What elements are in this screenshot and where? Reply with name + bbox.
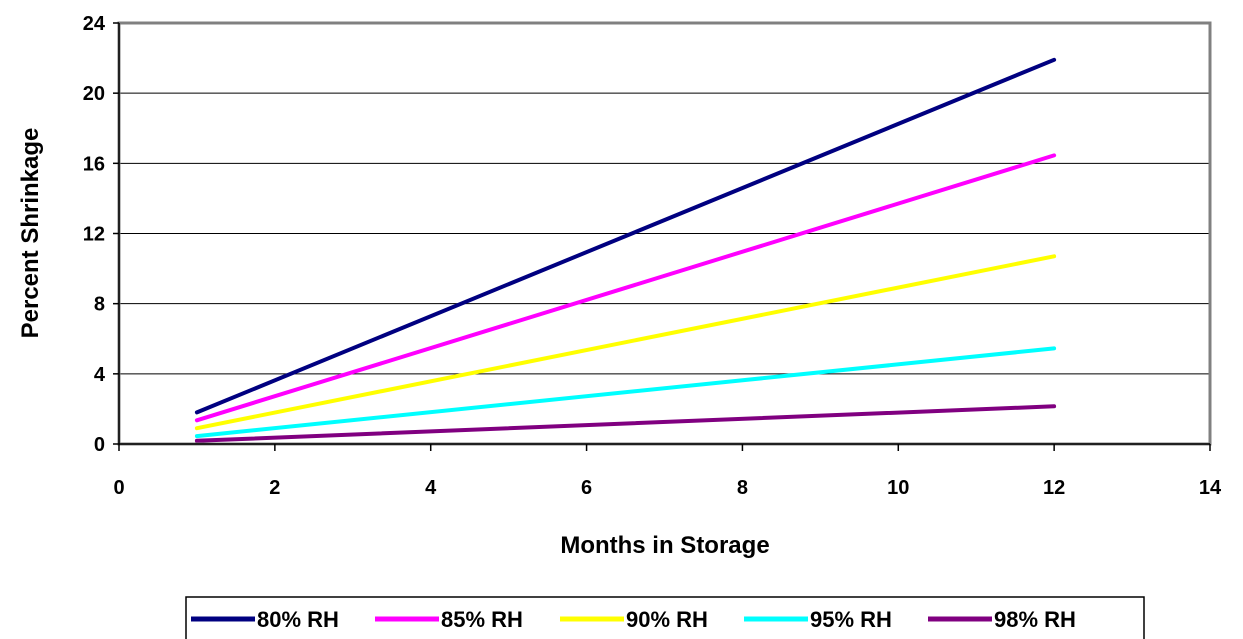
- x-tick-label: 6: [581, 477, 592, 499]
- y-tick-label: 4: [94, 364, 106, 386]
- x-tick-label: 8: [737, 477, 748, 499]
- x-tick-label: 12: [1043, 477, 1065, 499]
- y-tick-label: 0: [94, 434, 105, 456]
- x-tick-label: 4: [425, 477, 437, 499]
- y-tick-label: 12: [83, 224, 105, 246]
- legend: 80% RH 85% RH 90% RH 95% RH 98% RH: [185, 596, 1145, 639]
- y-axis-title: Percent Shrinkage: [17, 128, 44, 339]
- x-tick-label: 14: [1199, 477, 1222, 499]
- x-tick-label: 10: [887, 477, 909, 499]
- legend-label-2: 85% RH: [441, 607, 523, 632]
- series-line-5: [194, 404, 1057, 443]
- series-line-2: [194, 153, 1057, 423]
- series-line-4: [194, 346, 1057, 439]
- gridlines: [119, 92, 1210, 375]
- series-line-1: [194, 57, 1057, 415]
- y-tick-label: 24: [83, 13, 106, 35]
- series-line-3: [194, 254, 1057, 431]
- y-tick-label: 16: [83, 153, 105, 175]
- y-tick-label: 20: [83, 83, 105, 105]
- legend-label-5: 98% RH: [994, 607, 1076, 632]
- y-tick-label: 8: [94, 294, 105, 316]
- legend-label-4: 95% RH: [810, 607, 892, 632]
- x-tick-label: 2: [269, 477, 280, 499]
- series-lines: [194, 57, 1057, 443]
- legend-label-3: 90% RH: [626, 607, 708, 632]
- legend-label-1: 80% RH: [257, 607, 339, 632]
- x-axis-title: Months in Storage: [560, 532, 769, 559]
- x-tick-label: 0: [113, 477, 124, 499]
